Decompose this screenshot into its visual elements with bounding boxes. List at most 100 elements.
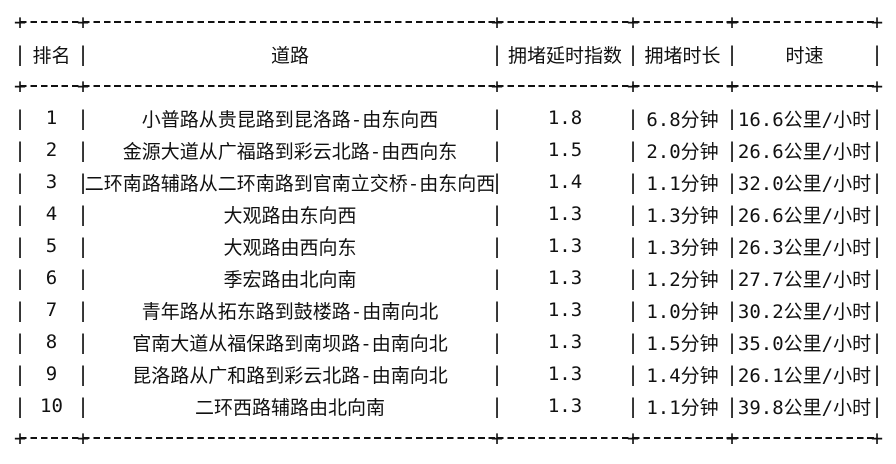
column-separator-glyph: | <box>76 394 90 418</box>
column-separator-glyph: | <box>490 106 504 130</box>
column-separator-glyph: | <box>870 234 884 258</box>
cell-delay-index: 1.3 <box>547 267 583 289</box>
cell-duration: 1.2分钟 <box>646 268 719 291</box>
cell-rank: 6 <box>45 267 58 289</box>
cell-road: 二环西路辅路由北向南 <box>194 396 385 419</box>
dashed-line <box>83 21 497 23</box>
table-border-row: + + + + + + <box>14 70 883 102</box>
dashed-line <box>633 437 732 439</box>
column-separator-glyph: | <box>76 106 90 130</box>
corner-plus-glyph: + <box>870 426 884 450</box>
dashed-line <box>633 21 732 23</box>
column-separator-glyph: | <box>870 42 884 66</box>
cell-road: 昆洛路从广和路到彩云北路-由南向北 <box>132 364 448 387</box>
cell-duration: 1.3分钟 <box>646 204 719 227</box>
cell-speed: 30.2公里/小时 <box>737 300 872 323</box>
corner-plus-glyph: + <box>13 10 27 34</box>
cell-delay-index: 1.3 <box>547 395 583 417</box>
cell-duration: 6.8分钟 <box>646 108 719 131</box>
cell-road: 官南大道从福保路到南坝路-由南向北 <box>132 332 448 355</box>
dashed-line <box>20 437 83 439</box>
corner-plus-glyph: + <box>870 74 884 98</box>
cell-delay-index: 1.3 <box>547 203 583 225</box>
corner-plus-glyph: + <box>626 426 640 450</box>
header-cell-delay-index: 拥堵延时指数 <box>507 44 622 67</box>
border-segment-delay-index <box>497 70 633 102</box>
cell-rank: 9 <box>45 363 58 385</box>
cell-rank: 7 <box>45 299 58 321</box>
column-separator-glyph: | <box>76 42 90 66</box>
corner-plus-glyph: + <box>626 10 640 34</box>
cell-delay-index: 1.5 <box>547 139 583 161</box>
dashed-line <box>732 85 877 87</box>
border-segment-speed <box>732 70 877 102</box>
column-separator-glyph: | <box>870 362 884 386</box>
column-separator-glyph: | <box>76 362 90 386</box>
column-separator-glyph: | <box>725 202 739 226</box>
cell-speed: 35.0公里/小时 <box>737 332 872 355</box>
cell-rank: 8 <box>45 331 58 353</box>
column-separator-glyph: | <box>13 330 27 354</box>
column-separator-glyph: | <box>76 138 90 162</box>
dashed-line <box>20 85 83 87</box>
table-row: | 5 | 大观路由西向东 | 1.3 | 1.3分钟 | 26.3公里/小时 | <box>14 230 883 262</box>
cell-road: 季宏路由北向南 <box>223 268 357 291</box>
cell-delay-index: 1.3 <box>547 363 583 385</box>
cell-duration: 1.0分钟 <box>646 300 719 323</box>
header-cell-rank: 排名 <box>32 44 71 67</box>
column-separator-glyph: | <box>626 362 640 386</box>
cell-delay-index: 1.3 <box>547 235 583 257</box>
column-separator-glyph: | <box>76 330 90 354</box>
cell-road: 金源大道从广福路到彩云北路-由西向东 <box>122 140 458 163</box>
corner-plus-glyph: + <box>490 74 504 98</box>
column-separator-glyph: | <box>870 330 884 354</box>
column-separator-glyph: | <box>725 138 739 162</box>
column-separator-glyph: | <box>13 202 27 226</box>
table-row: | 2 | 金源大道从广福路到彩云北路-由西向东 | 1.5 | 2.0分钟 | 26.6公里/小… <box>14 134 883 166</box>
column-separator-glyph: | <box>725 330 739 354</box>
dashed-line <box>732 437 877 439</box>
corner-plus-glyph: + <box>626 74 640 98</box>
cell-delay-index: 1.8 <box>547 107 583 129</box>
column-separator-glyph: | <box>725 394 739 418</box>
column-separator-glyph: | <box>76 266 90 290</box>
column-separator-glyph: | <box>725 234 739 258</box>
corner-plus-glyph: + <box>725 10 739 34</box>
column-separator-glyph: | <box>725 42 739 66</box>
column-separator-glyph: | <box>725 106 739 130</box>
corner-plus-glyph: + <box>76 426 90 450</box>
cell-road: 大观路由西向东 <box>223 236 357 259</box>
cell-speed: 26.3公里/小时 <box>737 236 872 259</box>
table-row: | 1 | 小普路从贵昆路到昆洛路-由东向西 | 1.8 | 6.8分钟 | 16.6公里/小时 | <box>14 102 883 134</box>
cell-rank: 2 <box>45 139 58 161</box>
column-separator-glyph: | <box>13 394 27 418</box>
column-separator-glyph: | <box>870 106 884 130</box>
table-row: | 6 | 季宏路由北向南 | 1.3 | 1.2分钟 | 27.7公里/小时 | <box>14 262 883 294</box>
column-separator-glyph: | <box>725 362 739 386</box>
cell-road: 青年路从拓东路到鼓楼路-由南向北 <box>141 300 439 323</box>
cell-speed: 39.8公里/小时 <box>737 396 872 419</box>
column-separator-glyph: | <box>13 170 27 194</box>
cell-rank: 4 <box>45 203 58 225</box>
column-separator-glyph: | <box>870 202 884 226</box>
column-separator-glyph: | <box>626 394 640 418</box>
border-segment-speed <box>732 6 877 38</box>
header-cell-road: 道路 <box>270 44 309 67</box>
column-separator-glyph: | <box>626 138 640 162</box>
dashed-line <box>633 85 732 87</box>
cell-speed: 26.6公里/小时 <box>737 204 872 227</box>
column-separator-glyph: | <box>76 202 90 226</box>
border-segment-delay-index <box>497 422 633 454</box>
cell-road: 二环南路辅路从二环南路到官南立交桥-由东向西 <box>84 172 496 195</box>
column-separator-glyph: | <box>490 394 504 418</box>
cell-rank: 1 <box>45 107 58 129</box>
column-separator-glyph: | <box>13 362 27 386</box>
column-separator-glyph: | <box>870 170 884 194</box>
column-separator-glyph: | <box>626 266 640 290</box>
corner-plus-glyph: + <box>490 426 504 450</box>
column-separator-glyph: | <box>626 202 640 226</box>
column-separator-glyph: | <box>490 202 504 226</box>
dashed-line <box>497 85 633 87</box>
border-segment-rank <box>20 422 83 454</box>
column-separator-glyph: | <box>626 106 640 130</box>
